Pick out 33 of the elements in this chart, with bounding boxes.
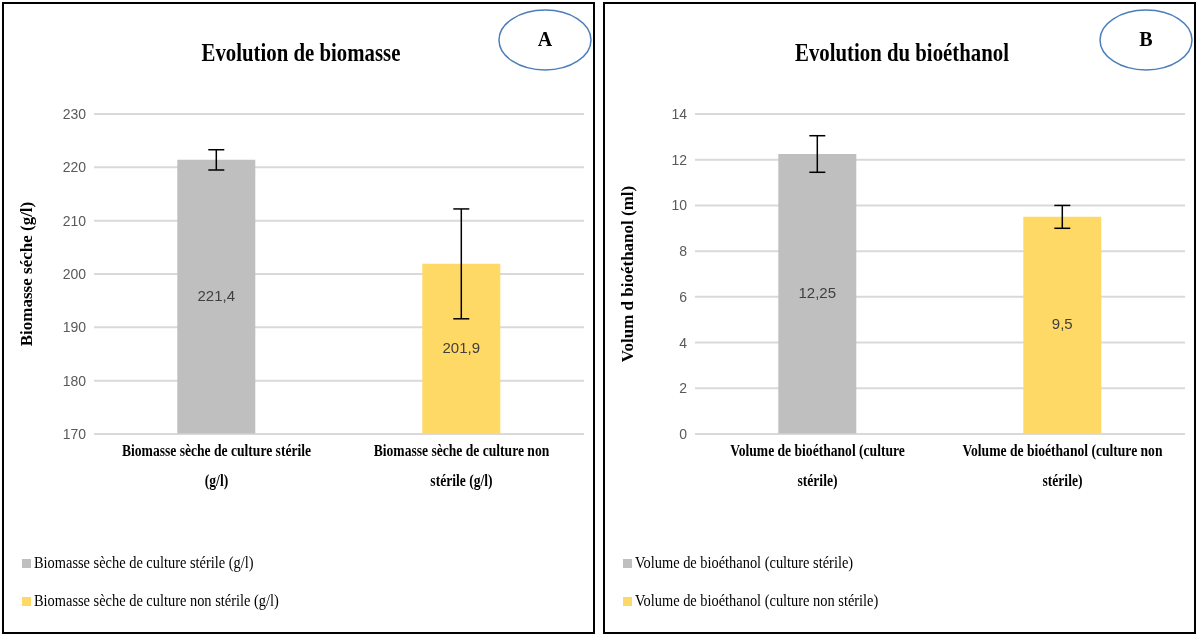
x-tick-label: Biomasse sèche de culture stérile (g/l) [121, 441, 312, 491]
y-tick-label: 230 [62, 105, 87, 122]
x-tick-label: Volume de bioéthanol (culture non stérile) [962, 441, 1164, 491]
y-tick-label: 200 [62, 265, 87, 282]
legend-label: Volume de bioéthanol (culture stérile) [635, 554, 854, 572]
text: A [536, 28, 554, 51]
text: B [1138, 28, 1154, 51]
data-label: 9,5 [1051, 315, 1073, 333]
x-tick-label: Volume de bioéthanol (culture stérile) [730, 441, 906, 491]
y-axis-title: Volum d bioéthanol (ml) [618, 185, 638, 363]
legend-label: Volume de bioéthanol (culture non stérile) [635, 592, 879, 610]
y-tick-label: 8 [679, 243, 688, 260]
y-tick-label: 180 [62, 372, 87, 389]
y-tick-label: 4 [679, 334, 688, 351]
y-axis-title: Biomasse séche (g/l) [17, 201, 37, 347]
y-tick-label: 10 [671, 197, 688, 214]
legend-label: Biomasse sèche de culture non stérile (g/l) [34, 592, 279, 610]
y-tick-label: 170 [62, 425, 87, 442]
y-tick-label: 210 [62, 212, 87, 229]
data-label: 12,25 [798, 283, 837, 301]
y-tick-label: 0 [679, 425, 688, 442]
y-tick-label: 220 [62, 159, 87, 176]
y-tick-label: 2 [679, 380, 688, 397]
legend-label: Biomasse sèche de culture stérile (g/l) [34, 554, 254, 572]
data-label: 221,4 [197, 286, 236, 304]
y-tick-label: 6 [679, 288, 688, 305]
y-tick-label: 190 [62, 319, 87, 336]
chart-title: Evolution de biomasse [200, 38, 402, 68]
chart-title: Evolution du bioéthanol [794, 38, 1010, 68]
y-tick-label: 14 [671, 105, 688, 122]
y-tick-label: 12 [671, 151, 688, 168]
data-label: 201,9 [442, 338, 481, 356]
x-tick-label: Biomasse sèche de culture non stérile (g/l) [373, 441, 550, 491]
